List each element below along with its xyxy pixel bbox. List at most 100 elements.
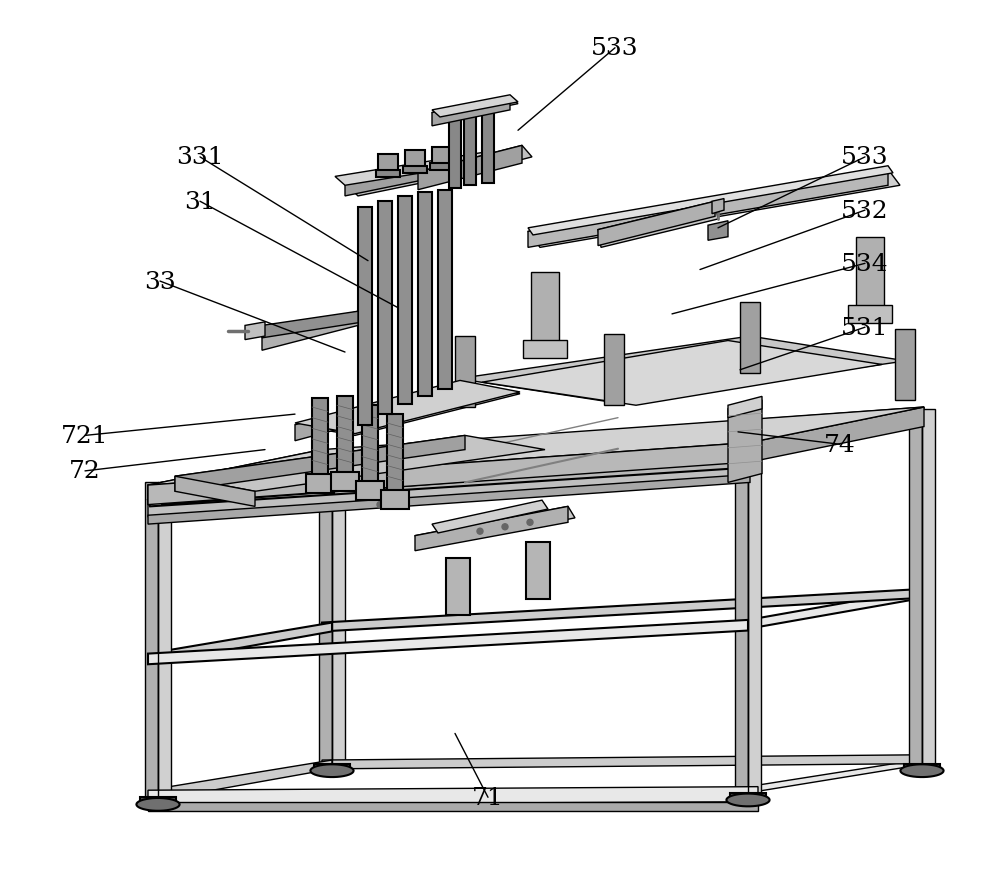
Polygon shape	[856, 237, 884, 313]
Polygon shape	[295, 383, 460, 441]
Polygon shape	[598, 202, 715, 246]
Polygon shape	[356, 481, 384, 501]
Polygon shape	[895, 330, 915, 400]
Polygon shape	[136, 798, 180, 811]
Polygon shape	[708, 222, 728, 241]
Polygon shape	[148, 461, 752, 507]
Polygon shape	[148, 802, 758, 811]
Polygon shape	[148, 620, 748, 664]
Polygon shape	[482, 109, 494, 184]
Polygon shape	[748, 589, 924, 629]
Polygon shape	[523, 341, 567, 359]
Polygon shape	[387, 415, 403, 499]
Circle shape	[377, 502, 383, 508]
Polygon shape	[449, 113, 461, 189]
Circle shape	[502, 525, 508, 530]
Circle shape	[207, 476, 213, 481]
Polygon shape	[345, 158, 488, 197]
Polygon shape	[381, 490, 409, 509]
Polygon shape	[332, 450, 345, 764]
Polygon shape	[418, 146, 532, 184]
Polygon shape	[345, 158, 475, 197]
Polygon shape	[306, 474, 334, 494]
Circle shape	[477, 529, 483, 534]
Polygon shape	[405, 151, 425, 170]
Polygon shape	[446, 558, 470, 616]
Text: 74: 74	[824, 433, 856, 456]
Polygon shape	[748, 445, 761, 793]
Polygon shape	[528, 167, 893, 236]
Polygon shape	[362, 406, 378, 490]
Text: 532: 532	[841, 199, 889, 222]
Polygon shape	[415, 507, 568, 551]
Circle shape	[402, 496, 408, 501]
Polygon shape	[158, 483, 171, 797]
Polygon shape	[458, 337, 906, 403]
Polygon shape	[322, 755, 928, 769]
Polygon shape	[314, 764, 350, 771]
Polygon shape	[430, 164, 454, 171]
Polygon shape	[295, 383, 520, 436]
Polygon shape	[438, 190, 452, 390]
Polygon shape	[175, 436, 545, 492]
Polygon shape	[148, 443, 750, 505]
Polygon shape	[148, 450, 322, 505]
Polygon shape	[730, 793, 766, 800]
Polygon shape	[740, 303, 760, 374]
Text: 721: 721	[61, 424, 109, 447]
Polygon shape	[145, 483, 158, 797]
Polygon shape	[262, 312, 358, 338]
Text: 31: 31	[184, 190, 216, 214]
Polygon shape	[526, 542, 550, 600]
Polygon shape	[432, 96, 518, 118]
Polygon shape	[322, 408, 924, 462]
Polygon shape	[904, 764, 940, 771]
Text: 533: 533	[591, 37, 639, 60]
Polygon shape	[455, 337, 475, 408]
Polygon shape	[726, 794, 770, 806]
Circle shape	[527, 520, 533, 525]
Polygon shape	[148, 475, 750, 525]
Polygon shape	[432, 97, 518, 120]
Polygon shape	[415, 507, 575, 548]
Polygon shape	[398, 197, 412, 405]
Text: 331: 331	[176, 146, 224, 169]
Polygon shape	[148, 455, 748, 505]
Polygon shape	[598, 202, 718, 248]
Polygon shape	[319, 450, 332, 764]
Polygon shape	[482, 341, 882, 406]
Polygon shape	[728, 400, 762, 483]
Polygon shape	[262, 312, 358, 351]
Polygon shape	[310, 765, 354, 777]
Polygon shape	[432, 501, 548, 533]
Text: 534: 534	[841, 253, 889, 276]
Polygon shape	[528, 170, 900, 248]
Polygon shape	[148, 787, 758, 804]
Polygon shape	[175, 436, 465, 492]
Polygon shape	[148, 408, 924, 486]
Polygon shape	[295, 381, 520, 434]
Polygon shape	[909, 409, 922, 764]
Polygon shape	[464, 111, 476, 186]
Polygon shape	[432, 148, 452, 167]
Polygon shape	[358, 208, 372, 425]
Polygon shape	[432, 97, 510, 127]
Polygon shape	[604, 335, 624, 406]
Polygon shape	[376, 171, 400, 178]
Polygon shape	[735, 445, 748, 793]
Polygon shape	[728, 397, 762, 418]
Text: 71: 71	[472, 786, 504, 809]
Polygon shape	[312, 399, 328, 483]
Polygon shape	[750, 408, 924, 462]
Polygon shape	[337, 397, 353, 481]
Polygon shape	[245, 323, 265, 340]
Polygon shape	[748, 758, 928, 793]
Polygon shape	[148, 445, 748, 496]
Polygon shape	[148, 760, 332, 802]
Polygon shape	[418, 193, 432, 397]
Circle shape	[232, 486, 238, 492]
Polygon shape	[900, 765, 944, 777]
Text: 531: 531	[841, 316, 889, 339]
Text: 533: 533	[841, 146, 889, 169]
Polygon shape	[140, 797, 176, 804]
